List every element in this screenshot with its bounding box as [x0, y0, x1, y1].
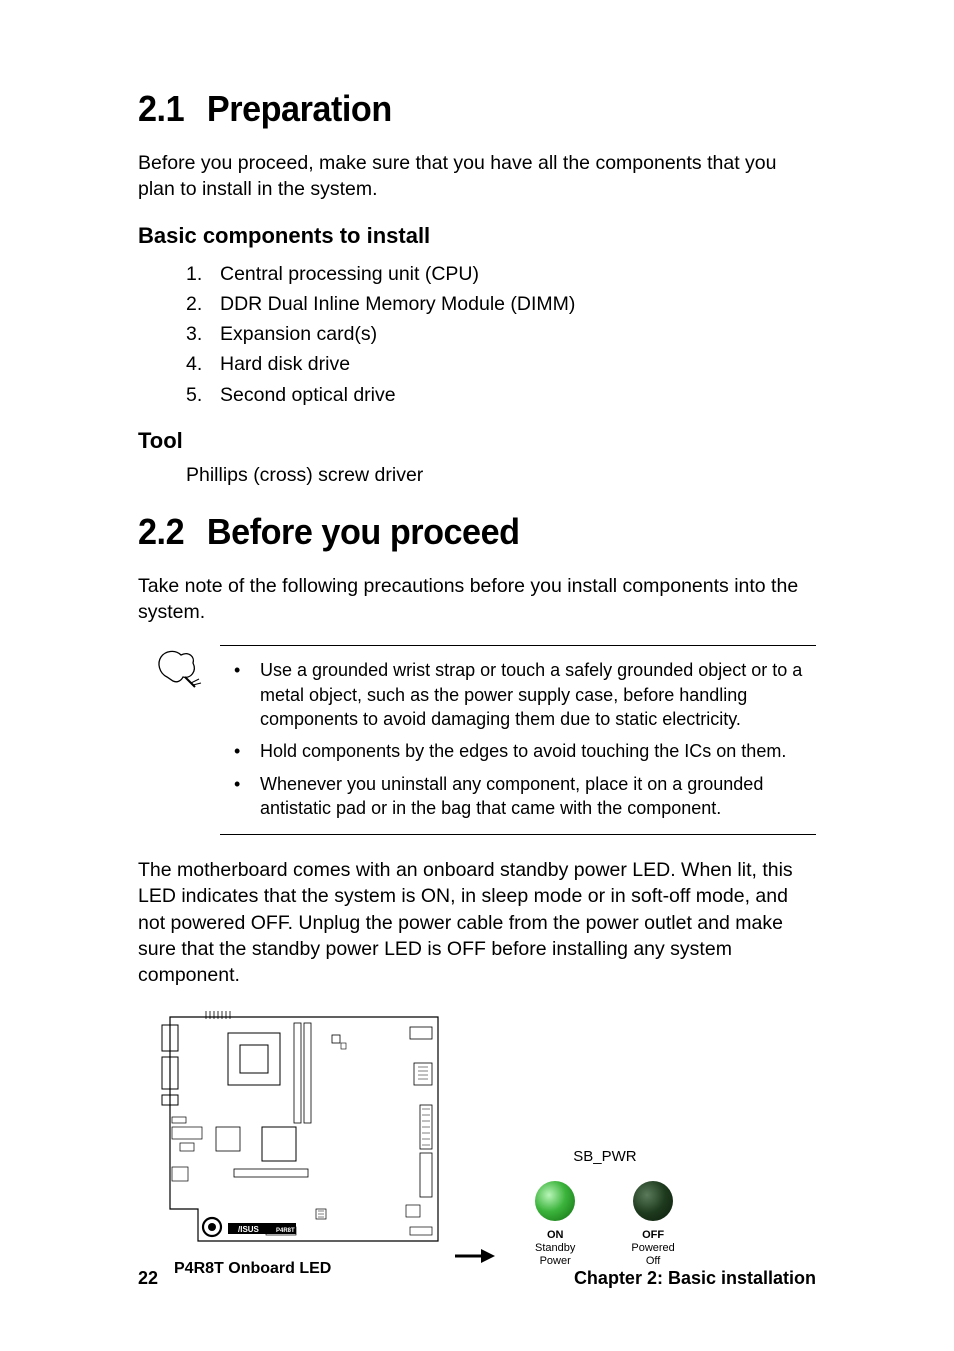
- note-body: Use a grounded wrist strap or touch a sa…: [220, 645, 816, 835]
- section-number: 2.1: [138, 88, 184, 129]
- note-item: Hold components by the edges to avoid to…: [220, 739, 816, 763]
- mobo-brand: /ISUS: [238, 1225, 260, 1234]
- section-title: Before you proceed: [207, 511, 520, 552]
- mobo-model-label: P4R8T: [276, 1228, 295, 1234]
- led-on-state: ON: [535, 1229, 575, 1242]
- note-item: Whenever you uninstall any component, pl…: [220, 772, 816, 821]
- note-box: Use a grounded wrist strap or touch a sa…: [138, 645, 816, 835]
- note-item: Use a grounded wrist strap or touch a sa…: [220, 658, 816, 731]
- list-item: 5.Second optical drive: [186, 380, 816, 410]
- section2-intro: Take note of the following precautions b…: [138, 573, 816, 626]
- section-number: 2.2: [138, 511, 184, 552]
- section-title: Preparation: [207, 88, 392, 129]
- tool-heading: Tool: [138, 428, 816, 454]
- section-heading-2-1: 2.1 Preparation: [138, 88, 782, 130]
- led-off-text1: Powered: [631, 1242, 674, 1255]
- components-heading: Basic components to install: [138, 223, 816, 249]
- led-off-state: OFF: [631, 1229, 674, 1242]
- page-number: 22: [138, 1268, 158, 1289]
- section1-intro: Before you proceed, make sure that you h…: [138, 150, 816, 203]
- chapter-label: Chapter 2: Basic installation: [574, 1268, 816, 1289]
- section-heading-2-2: 2.2 Before you proceed: [138, 511, 782, 553]
- led-on: ON Standby Power: [535, 1181, 575, 1267]
- note-icon: [138, 645, 220, 835]
- led-on-text2: Power: [535, 1255, 575, 1268]
- list-item: 3.Expansion card(s): [186, 319, 816, 349]
- led-on-text1: Standby: [535, 1242, 575, 1255]
- led-off-circle: [633, 1181, 673, 1221]
- led-on-circle: [535, 1181, 575, 1221]
- led-legend: SB_PWR ON Standby Power OFF Powered Off: [535, 1148, 675, 1277]
- led-header: SB_PWR: [535, 1148, 675, 1165]
- diagram-area: /ISUS P4R8T P4R8T Onboard LED SB_PWR ON …: [138, 1009, 816, 1278]
- components-list: 1.Central processing unit (CPU) 2.DDR Du…: [186, 259, 816, 410]
- list-item: 1.Central processing unit (CPU): [186, 259, 816, 289]
- motherboard-diagram: /ISUS P4R8T: [138, 1009, 450, 1249]
- list-item: 4.Hard disk drive: [186, 349, 816, 379]
- tool-text: Phillips (cross) screw driver: [186, 464, 816, 487]
- page-footer: 22 Chapter 2: Basic installation: [138, 1268, 816, 1289]
- list-item: 2.DDR Dual Inline Memory Module (DIMM): [186, 289, 816, 319]
- led-off: OFF Powered Off: [631, 1181, 674, 1267]
- led-off-text2: Off: [631, 1255, 674, 1268]
- arrow-icon: [455, 1038, 495, 1278]
- led-paragraph: The motherboard comes with an onboard st…: [138, 857, 816, 989]
